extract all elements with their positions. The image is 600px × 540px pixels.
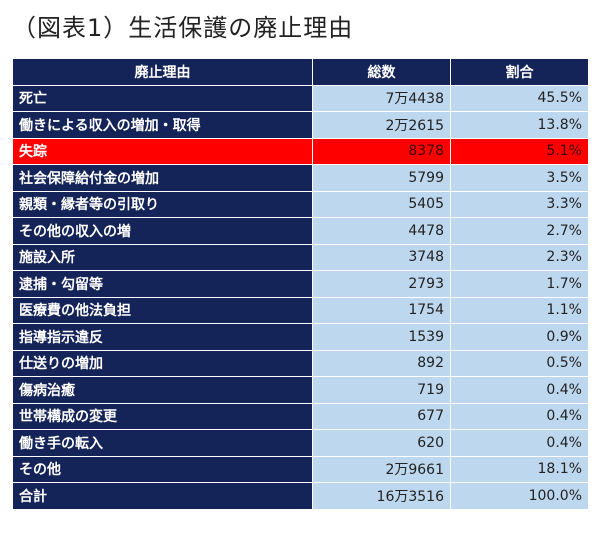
table-row: 失踪 8378 5.1% [12, 137, 589, 165]
total-cell: 4478 [312, 217, 451, 245]
share-cell: 0.9% [450, 323, 589, 351]
reason-cell: 施設入所 [12, 243, 313, 271]
table-row: その他の収入の増 4478 2.7% [12, 217, 589, 245]
table-row: 傷病治癒 719 0.4% [12, 376, 589, 404]
share-cell: 2.7% [450, 217, 589, 245]
share-cell: 2.3% [450, 243, 589, 271]
table-row: 医療費の他法負担 1754 1.1% [12, 296, 589, 324]
total-cell: 2万2615 [312, 111, 451, 139]
reason-cell: 傷病治癒 [12, 376, 313, 404]
table-row: 死亡 7万4438 45.5% [12, 84, 589, 112]
reason-cell: 親類・縁者等の引取り [12, 190, 313, 218]
share-cell: 1.7% [450, 270, 589, 298]
total-cell: 3748 [312, 243, 451, 271]
reason-cell: 仕送りの増加 [12, 349, 313, 377]
column-header-total: 総数 [312, 58, 451, 86]
table-row: 指導指示違反 1539 0.9% [12, 323, 589, 351]
table-body: 死亡 7万4438 45.5% 働きによる収入の増加・取得 2万2615 13.8% 失踪 8… [12, 84, 589, 510]
page-title: （図表1）生活保護の廃止理由 [12, 14, 354, 42]
total-cell: 1754 [312, 296, 451, 324]
table-row: 社会保障給付金の増加 5799 3.5% [12, 164, 589, 192]
share-cell: 3.3% [450, 190, 589, 218]
table-row: その他 2万9661 18.1% [12, 455, 589, 483]
table-header-row: 廃止理由 総数 割合 [12, 58, 589, 86]
share-cell: 5.1% [450, 137, 589, 165]
total-cell: 2万9661 [312, 455, 451, 483]
reason-cell: その他 [12, 455, 313, 483]
table-row: 働き手の転入 620 0.4% [12, 429, 589, 457]
column-header-share: 割合 [450, 58, 589, 86]
table-row: 施設入所 3748 2.3% [12, 243, 589, 271]
reason-cell: 失踪 [12, 137, 313, 165]
share-cell: 100.0% [450, 482, 589, 510]
total-cell: 7万4438 [312, 84, 451, 112]
reason-cell: 医療費の他法負担 [12, 296, 313, 324]
share-cell: 0.5% [450, 349, 589, 377]
share-cell: 18.1% [450, 455, 589, 483]
total-cell: 719 [312, 376, 451, 404]
reason-cell: 世帯構成の変更 [12, 402, 313, 430]
reason-cell: 社会保障給付金の増加 [12, 164, 313, 192]
share-cell: 0.4% [450, 402, 589, 430]
total-cell: 892 [312, 349, 451, 377]
share-cell: 0.4% [450, 429, 589, 457]
table-row: 逮捕・勾留等 2793 1.7% [12, 270, 589, 298]
share-cell: 0.4% [450, 376, 589, 404]
column-header-reason: 廃止理由 [12, 58, 313, 86]
data-table: 廃止理由 総数 割合 死亡 7万4438 45.5% 働きによる収入の増加・取得 2万2… [12, 58, 589, 510]
total-cell: 8378 [312, 137, 451, 165]
reason-cell: 逮捕・勾留等 [12, 270, 313, 298]
share-cell: 3.5% [450, 164, 589, 192]
share-cell: 45.5% [450, 84, 589, 112]
total-cell: 5405 [312, 190, 451, 218]
table-row: 親類・縁者等の引取り 5405 3.3% [12, 190, 589, 218]
reason-cell: 働きによる収入の増加・取得 [12, 111, 313, 139]
total-cell: 620 [312, 429, 451, 457]
table-row: 働きによる収入の増加・取得 2万2615 13.8% [12, 111, 589, 139]
total-cell: 16万3516 [312, 482, 451, 510]
reason-cell: 指導指示違反 [12, 323, 313, 351]
reason-cell: 合計 [12, 482, 313, 510]
reason-cell: 死亡 [12, 84, 313, 112]
total-cell: 677 [312, 402, 451, 430]
table-row: 合計 16万3516 100.0% [12, 482, 589, 510]
share-cell: 1.1% [450, 296, 589, 324]
total-cell: 2793 [312, 270, 451, 298]
share-cell: 13.8% [450, 111, 589, 139]
total-cell: 5799 [312, 164, 451, 192]
reason-cell: 働き手の転入 [12, 429, 313, 457]
total-cell: 1539 [312, 323, 451, 351]
table-row: 世帯構成の変更 677 0.4% [12, 402, 589, 430]
reason-cell: その他の収入の増 [12, 217, 313, 245]
table-row: 仕送りの増加 892 0.5% [12, 349, 589, 377]
